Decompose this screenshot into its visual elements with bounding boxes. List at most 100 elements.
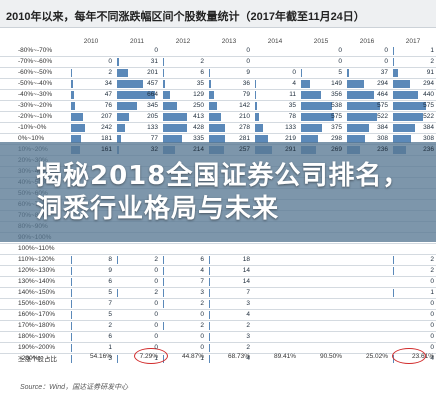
count-cell: 3 [206, 331, 252, 343]
count-value: 2 [430, 267, 434, 275]
count-cell: 0 [160, 342, 206, 354]
count-cell: 2 [114, 287, 160, 299]
count-cell: 5 [68, 309, 114, 321]
count-cell: 210 [206, 111, 252, 123]
count-value: 0 [200, 311, 204, 319]
count-value: 575 [377, 102, 388, 110]
table-row: 0%~10% 181 77 335 281 219 298 308 308 [0, 133, 436, 145]
count-bar [393, 91, 419, 100]
corner-cell [0, 36, 68, 46]
count-bar [163, 278, 164, 287]
count-cell [252, 287, 298, 299]
count-value: 5 [108, 289, 112, 297]
count-cell: 4 [206, 309, 252, 321]
count-value: 14 [242, 267, 250, 275]
count-value: 6 [200, 69, 204, 77]
count-value: 3 [246, 333, 250, 341]
count-cell [344, 287, 390, 299]
highlight-circle-2017 [392, 348, 426, 364]
count-value: 36 [242, 80, 250, 88]
table-row: 160%~170% 5 0 0 4 0 [0, 309, 436, 321]
table-row: -60%~-50% 2 201 6 9 0 5 37 91 [0, 67, 436, 79]
table-row: -10%~0% 242 133 428 278 133 375 384 384 [0, 122, 436, 134]
source-note: Source：Wind，国达证券研发中心 [20, 384, 129, 391]
count-bar [71, 124, 85, 133]
count-bar [163, 256, 164, 265]
count-value: 32 [150, 146, 158, 154]
count-value: 413 [193, 113, 204, 121]
year-header: 2017 [405, 37, 421, 45]
count-value: 257 [239, 146, 250, 154]
table-row: -40%~-30% 47 664 129 79 11 356 464 440 [0, 89, 436, 101]
table-row: 180%~190% 6 0 0 3 0 [0, 331, 436, 343]
count-cell: 664 [114, 89, 160, 101]
count-value: 181 [101, 135, 112, 143]
count-bar [117, 135, 122, 144]
table-row: 120%~130% 9 0 4 14 2 [0, 265, 436, 277]
count-cell: 1 [390, 46, 436, 57]
table-row: 110%~120% 8 2 6 18 2 [0, 254, 436, 266]
count-cell [344, 298, 390, 310]
count-value: 0 [430, 322, 434, 330]
up-ratio-label: 上涨个股占比 [18, 356, 57, 363]
count-bar [117, 102, 137, 111]
count-value: 2 [108, 322, 112, 330]
count-cell [114, 243, 160, 255]
count-cell: 428 [160, 122, 206, 134]
count-bar [301, 91, 322, 100]
count-value: 0 [154, 300, 158, 308]
range-label: -70%~-60% [0, 56, 68, 68]
count-cell [298, 243, 344, 255]
count-bar [347, 69, 350, 78]
count-cell: 464 [344, 89, 390, 101]
count-cell [344, 254, 390, 266]
count-bar [117, 256, 118, 265]
count-cell: 1 [68, 342, 114, 354]
count-value: 457 [147, 80, 158, 88]
count-cell: 250 [160, 100, 206, 112]
count-value: 250 [193, 102, 204, 110]
count-value: 205 [147, 113, 158, 121]
count-cell: 335 [160, 133, 206, 145]
count-value: 4 [246, 355, 250, 363]
count-cell: 4 [252, 78, 298, 90]
count-cell [206, 243, 252, 255]
count-cell: 2 [160, 298, 206, 310]
count-bar [393, 47, 394, 56]
count-cell: 207 [68, 111, 114, 123]
count-cell: 205 [114, 111, 160, 123]
banner-title[interactable]: 揭秘2018全国证券公司排名，洞悉行业格局与未来 [36, 161, 410, 224]
range-label: 140%~150% [0, 287, 68, 299]
count-bar [393, 69, 399, 78]
count-value: 0 [154, 47, 158, 55]
count-bar [117, 355, 118, 364]
count-bar [347, 113, 377, 122]
year-header: 2013 [221, 37, 237, 45]
count-bar [255, 80, 256, 89]
count-cell [344, 309, 390, 321]
count-value: 440 [423, 91, 434, 99]
range-label: 120%~130% [0, 265, 68, 277]
count-value: 0 [292, 69, 296, 77]
count-bar [163, 69, 164, 78]
count-value: 281 [239, 135, 250, 143]
count-bar [71, 289, 72, 298]
count-value: 464 [377, 91, 388, 99]
count-cell: 133 [114, 122, 160, 134]
count-value: 4 [292, 80, 296, 88]
count-bar [393, 135, 411, 144]
count-value: 3 [108, 355, 112, 363]
count-bar [163, 124, 188, 133]
count-value: 91 [426, 69, 434, 77]
count-cell [344, 243, 390, 255]
count-bar [255, 102, 257, 111]
table-row: 170%~180% 2 0 2 2 0 [0, 320, 436, 332]
count-value: 294 [377, 80, 388, 88]
count-cell: 384 [390, 122, 436, 134]
count-value: 7 [200, 278, 204, 286]
count-value: 575 [331, 113, 342, 121]
count-value: 7 [246, 289, 250, 297]
count-bar [163, 80, 165, 89]
count-cell: 2 [68, 67, 114, 79]
count-cell: 11 [252, 89, 298, 101]
